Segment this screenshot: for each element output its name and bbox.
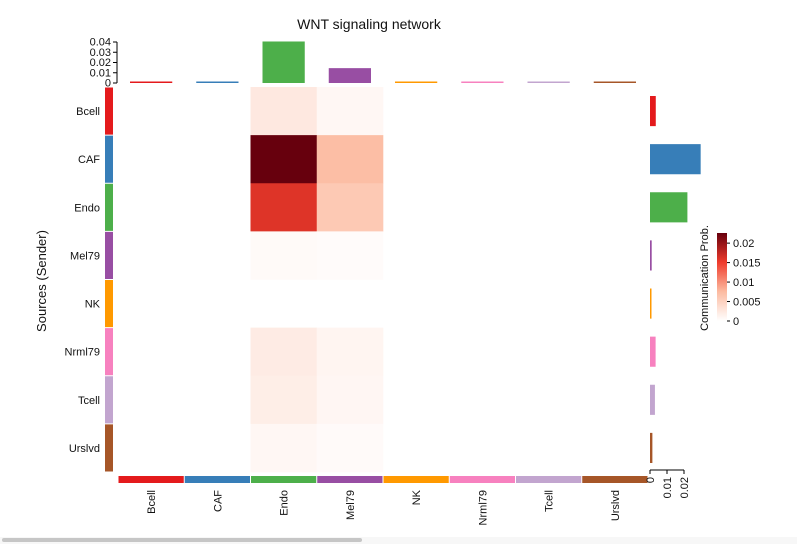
top-bar-urslvd xyxy=(593,81,636,83)
col-label-mel79: Mel79 xyxy=(345,490,357,520)
row-color-bcell xyxy=(105,87,113,135)
heatmap-cell-endo-mel79 xyxy=(316,183,384,232)
heatmap-cell-mel79-mel79 xyxy=(316,231,384,280)
heatmap-cell-urslvd-mel79 xyxy=(316,423,384,473)
heatmap-cell-mel79-endo xyxy=(250,231,318,280)
top-bar-endo xyxy=(262,41,305,83)
top-bar-nrml79 xyxy=(461,81,504,83)
legend-tick-label-0: 0 xyxy=(733,316,739,328)
row-label-endo: Endo xyxy=(74,202,100,214)
heatmap-cell-caf-mel79 xyxy=(316,135,384,184)
heatmap-cell-bcell-endo xyxy=(250,87,318,136)
y-axis-label: Sources (Sender) xyxy=(34,230,49,332)
right-bar-mel79 xyxy=(650,240,652,271)
top-bar-mel79 xyxy=(328,68,371,83)
top-axis-tick-label-0-04: 0.04 xyxy=(90,37,111,49)
legend-tick-label-0-01: 0.01 xyxy=(733,277,754,289)
row-color-urslvd xyxy=(105,424,113,472)
top-bar-tcell xyxy=(527,81,570,83)
right-axis-tick-label-0-02: 0.02 xyxy=(679,477,691,498)
row-label-tcell: Tcell xyxy=(78,395,100,407)
col-label-urslvd: Urslvd xyxy=(610,490,622,521)
top-axis-tick-label-0-03: 0.03 xyxy=(90,47,111,59)
right-axis-tick-label-0: 0 xyxy=(645,477,657,483)
col-color-tcell xyxy=(516,476,582,483)
row-color-tcell xyxy=(105,376,113,424)
legend-tick-label-0-02: 0.02 xyxy=(733,238,754,250)
heatmap-cell-tcell-mel79 xyxy=(316,375,384,425)
right-bar-nk xyxy=(650,288,652,319)
horizontal-scrollbar[interactable] xyxy=(0,537,797,544)
col-label-tcell: Tcell xyxy=(544,490,556,512)
col-color-urslvd xyxy=(582,476,648,483)
row-color-nrml79 xyxy=(105,328,113,376)
right-axis-tick-label-0-01: 0.01 xyxy=(662,477,674,498)
col-color-caf xyxy=(184,476,250,483)
heatmap-cell-caf-endo xyxy=(250,135,318,184)
row-label-mel79: Mel79 xyxy=(70,250,100,262)
col-color-bcell xyxy=(118,476,184,483)
right-bar-endo xyxy=(650,192,688,223)
right-bar-bcell xyxy=(650,96,656,127)
right-bar-nrml79 xyxy=(650,336,656,367)
col-color-nk xyxy=(383,476,449,483)
col-label-nrml79: Nrml79 xyxy=(477,490,489,525)
heatmap-cell-bcell-mel79 xyxy=(316,87,384,136)
col-label-bcell: Bcell xyxy=(146,490,158,514)
top-axis-tick-label-0-01: 0.01 xyxy=(90,67,111,79)
top-bar-nk xyxy=(395,81,438,83)
heatmap-cell-urslvd-endo xyxy=(250,423,318,473)
col-color-nrml79 xyxy=(449,476,515,483)
row-label-bcell: Bcell xyxy=(76,106,100,118)
col-label-nk: NK xyxy=(411,489,423,505)
top-bar-bcell xyxy=(130,81,173,83)
row-label-caf: CAF xyxy=(78,154,100,166)
col-label-endo: Endo xyxy=(279,490,291,516)
row-color-endo xyxy=(105,183,113,231)
col-color-mel79 xyxy=(317,476,383,483)
row-color-nk xyxy=(105,280,113,328)
heatmap-cell-endo-endo xyxy=(250,183,318,232)
chart-title: WNT signaling network xyxy=(297,16,442,32)
plot-area: Bcell CAF Endo Mel79 NK Nrml79 Tcell Urslvd Bcel… xyxy=(65,37,761,526)
row-label-nrml79: Nrml79 xyxy=(65,347,100,359)
heatmap-cell-tcell-endo xyxy=(250,375,318,425)
top-bar-caf xyxy=(196,81,239,83)
right-bar-urslvd xyxy=(650,432,653,463)
scrollbar-thumb[interactable] xyxy=(2,538,362,542)
row-color-caf xyxy=(105,135,113,183)
right-bar-tcell xyxy=(650,384,655,415)
col-color-endo xyxy=(251,476,317,483)
right-bar-caf xyxy=(650,144,701,175)
col-label-caf: CAF xyxy=(212,490,224,512)
legend-tick-label-0-015: 0.015 xyxy=(733,258,761,270)
legend-tick-label-0-005: 0.005 xyxy=(733,297,761,309)
row-label-nk: NK xyxy=(85,299,101,311)
top-axis-tick-label-0: 0 xyxy=(105,78,111,90)
row-label-urslvd: Urslvd xyxy=(69,443,100,455)
heatmap-cell-nrml79-mel79 xyxy=(316,327,384,377)
legend-color-bar xyxy=(717,233,727,321)
top-axis-tick-label-0-02: 0.02 xyxy=(90,57,111,69)
legend-title: Communication Prob. xyxy=(699,225,711,331)
row-color-mel79 xyxy=(105,231,113,279)
heatmap-cell-nrml79-endo xyxy=(250,327,318,377)
